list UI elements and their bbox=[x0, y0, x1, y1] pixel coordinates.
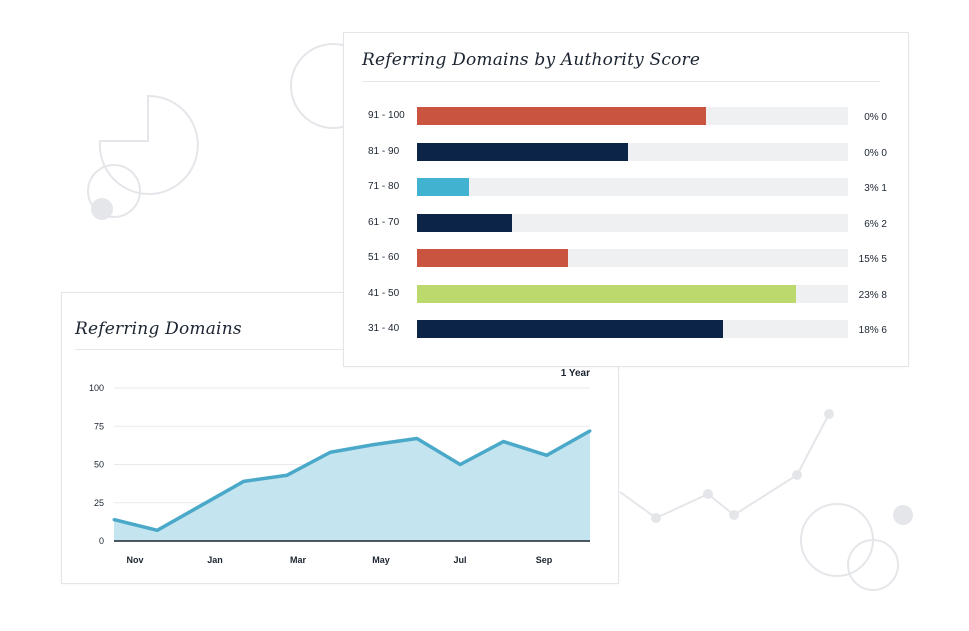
bar-category-label: 91 - 100 bbox=[368, 110, 405, 121]
bar bbox=[417, 284, 797, 303]
area-fill bbox=[114, 430, 590, 541]
y-tick-label: 100 bbox=[89, 383, 104, 393]
bar-row: 51 - 60 15% 5 bbox=[344, 249, 908, 267]
pie-outline-icon bbox=[98, 94, 199, 195]
bar bbox=[417, 107, 706, 125]
bar-value-label: 0% 0 bbox=[864, 112, 887, 123]
graph-dot bbox=[703, 489, 713, 499]
bar-category-label: 81 - 90 bbox=[368, 145, 400, 157]
bar bbox=[417, 320, 723, 338]
x-tick-label: Sep bbox=[536, 555, 553, 565]
dot-decoration bbox=[91, 198, 113, 220]
bar-category-label: 31 - 40 bbox=[368, 323, 400, 334]
authority-score-title: Referring Domains by Authority Score bbox=[362, 50, 701, 70]
data-point bbox=[112, 518, 116, 522]
bar-track bbox=[417, 107, 848, 125]
data-point bbox=[458, 463, 462, 466]
small-circle-outline bbox=[87, 164, 141, 218]
bar-track bbox=[417, 249, 848, 267]
bar-category-label: 61 - 70 bbox=[368, 216, 400, 228]
bar-category-label: 71 - 80 bbox=[368, 181, 400, 192]
y-tick-label: 0 bbox=[99, 536, 104, 546]
data-point bbox=[501, 440, 505, 444]
bar bbox=[417, 249, 568, 267]
period-selector[interactable]: 1 Year bbox=[560, 368, 590, 379]
data-point bbox=[155, 528, 159, 532]
ring-circle-outline-small bbox=[847, 539, 899, 591]
bar-row: 71 - 80 3% 1 bbox=[344, 178, 908, 196]
bar-row: 61 - 70 6% 2 bbox=[344, 213, 908, 232]
authority-score-card: Referring Domains by Authority Score 91 … bbox=[343, 32, 909, 367]
bar bbox=[417, 213, 512, 232]
data-point bbox=[242, 479, 246, 483]
series-line bbox=[113, 429, 591, 533]
x-tick-label: Mar bbox=[290, 555, 307, 565]
y-tick-label: 25 bbox=[94, 498, 104, 508]
data-point bbox=[199, 504, 203, 508]
data-point bbox=[588, 429, 592, 433]
graph-dot bbox=[824, 409, 834, 419]
y-tick-label: 50 bbox=[94, 460, 104, 470]
graph-dot bbox=[729, 510, 739, 520]
data-point bbox=[372, 443, 376, 447]
data-point bbox=[415, 436, 419, 440]
bar-value-label: 18% 6 bbox=[858, 325, 887, 336]
bar-track bbox=[417, 142, 848, 161]
bar-row: 81 - 90 0% 0 bbox=[344, 142, 908, 161]
title-divider bbox=[362, 81, 880, 82]
x-tick-label: Jan bbox=[207, 555, 223, 565]
x-tick-label: Jul bbox=[453, 555, 466, 565]
y-tick-label: 75 bbox=[94, 421, 104, 431]
bar-value-label: 3% 1 bbox=[864, 183, 887, 194]
bar bbox=[417, 142, 629, 161]
bar-value-label: 15% 5 bbox=[858, 254, 887, 265]
bar-track bbox=[417, 320, 848, 338]
title-divider bbox=[75, 349, 590, 350]
bar-track bbox=[417, 213, 848, 232]
referring-domains-line-chart: 0 25 50 75 100 Nov Jan Mar May Jul Sep bbox=[89, 383, 592, 565]
graph-dot bbox=[792, 470, 802, 480]
background-line-graph bbox=[619, 413, 830, 520]
ring-circle-outline bbox=[800, 503, 874, 577]
x-tick-label: May bbox=[372, 555, 390, 565]
referring-domains-title: Referring Domains bbox=[75, 319, 242, 339]
data-point bbox=[328, 450, 332, 454]
bar bbox=[417, 178, 469, 196]
bar-row: 41 - 50 23% 8 bbox=[344, 284, 908, 303]
data-point bbox=[545, 453, 549, 457]
bar-row: 91 - 100 0% 0 bbox=[344, 107, 908, 125]
bar-category-label: 51 - 60 bbox=[368, 252, 400, 263]
bar-row: 31 - 40 18% 6 bbox=[344, 320, 908, 338]
bar-value-label: 0% 0 bbox=[864, 147, 887, 159]
bar-category-label: 41 - 50 bbox=[368, 287, 400, 299]
bar-track bbox=[417, 284, 848, 303]
bar-track bbox=[417, 178, 848, 196]
x-tick-label: Nov bbox=[126, 555, 143, 565]
bar-value-label: 6% 2 bbox=[864, 218, 887, 230]
dot-decoration bbox=[893, 505, 913, 525]
data-point bbox=[285, 473, 289, 477]
bar-value-label: 23% 8 bbox=[858, 289, 887, 301]
graph-dot bbox=[651, 513, 661, 523]
